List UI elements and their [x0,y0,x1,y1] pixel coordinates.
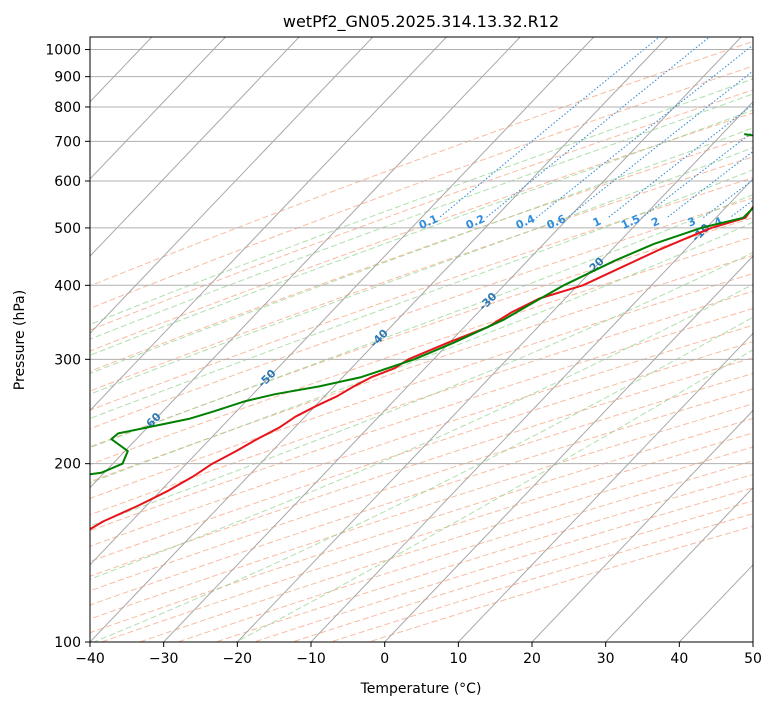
dry-adiabat-line [90,341,753,562]
mixing-ratio-line [535,44,753,219]
dry-adiabat-line [90,417,753,634]
x-tick-label: 30 [597,651,615,667]
y-tick-label: 800 [54,100,81,116]
isotherm-line [310,178,753,642]
dry-adiabat-line [138,446,753,642]
plot-area: -100-90-80-70-60-50-40-30-20-10010203040… [25,25,775,642]
dry-adiabat-line [90,177,753,411]
isotherm-line [236,101,753,642]
isotherm-line [90,37,669,642]
dry-adiabat-line [90,324,753,547]
isobar-gridlines [90,49,753,642]
dry-adiabat-line [90,236,753,465]
mixing-ratio-line [485,37,711,219]
isotherm-label: -70 [25,454,48,477]
x-tick-label: 20 [523,651,541,667]
x-tick-label: 50 [744,651,762,667]
moist-adiabat-line [93,316,753,642]
profile-line [90,205,753,531]
x-tick-label: −40 [75,651,105,667]
isotherm-line [90,37,227,180]
isotherm-line [531,409,753,642]
dry-adiabat-line [90,65,753,309]
y-tick-label: 300 [54,352,81,368]
profile-line [90,133,753,476]
mixing-ratio-label: 6 [751,215,764,230]
isotherm-gridlines [90,37,753,642]
dry-adiabat-line [90,197,753,430]
mixing-ratio-line [702,179,753,219]
mixing-ratio-line [641,131,753,219]
y-tick-label: 400 [54,278,81,294]
x-tick-label: 40 [670,651,688,667]
dry-adiabat-line [90,112,753,352]
moist-adiabat-line [90,194,753,449]
isotherm-line [457,332,753,642]
chart-title: wetPf2_GN05.2025.314.13.32.R12 [283,12,559,32]
y-tick-label: 200 [54,457,81,473]
y-tick-label: 900 [54,70,81,86]
isotherm-line [90,37,374,335]
y-tick-label: 100 [54,635,81,651]
x-tick-label: −20 [223,651,253,667]
y-tick-label: 600 [54,174,81,190]
dry-adiabat-line [90,134,753,372]
dry-adiabat-line [214,473,753,642]
dry-adiabat-line [90,272,753,499]
dry-adiabats [90,40,753,642]
mixing-ratio-line [769,25,775,218]
isotherm-line [90,37,521,489]
dry-adiabat-line [252,487,753,642]
y-axis-ticks: 100 200 300 400 500 600 700 800 900 1000 [45,43,90,651]
isotherm-line [604,486,753,642]
x-tick-label: 0 [380,651,389,667]
x-axis-label: Temperature (°C) [360,681,482,697]
y-tick-label: 500 [54,221,81,237]
y-tick-label: 1000 [45,43,81,59]
isotherm-line [90,37,300,257]
isotherm-line [90,37,448,412]
profile-series [90,133,753,531]
isotherm-line [90,37,595,566]
x-tick-label: 10 [449,651,467,667]
isotherm-line [383,255,753,642]
mixing-ratio-lines [438,25,775,219]
dry-adiabat-line [90,403,753,620]
mixing-ratio-line [607,103,753,219]
mixing-ratio-line [566,70,753,219]
y-axis-label: Pressure (hPa) [12,290,28,390]
y-tick-label: 700 [54,134,81,150]
moist-adiabat-line [90,147,753,395]
dry-adiabat-line [90,290,753,516]
x-tick-label: −30 [149,651,179,667]
dry-adiabat-line [90,89,753,331]
plot-frame [89,36,754,643]
x-axis-ticks: −40 −30 −20 −10 0 10 20 30 40 50 [75,642,762,667]
dry-adiabat-line [90,40,753,287]
dry-adiabat-line [328,513,753,642]
moist-adiabat-line [90,221,753,484]
x-tick-label: −10 [296,651,326,667]
dry-adiabat-line [90,372,753,592]
